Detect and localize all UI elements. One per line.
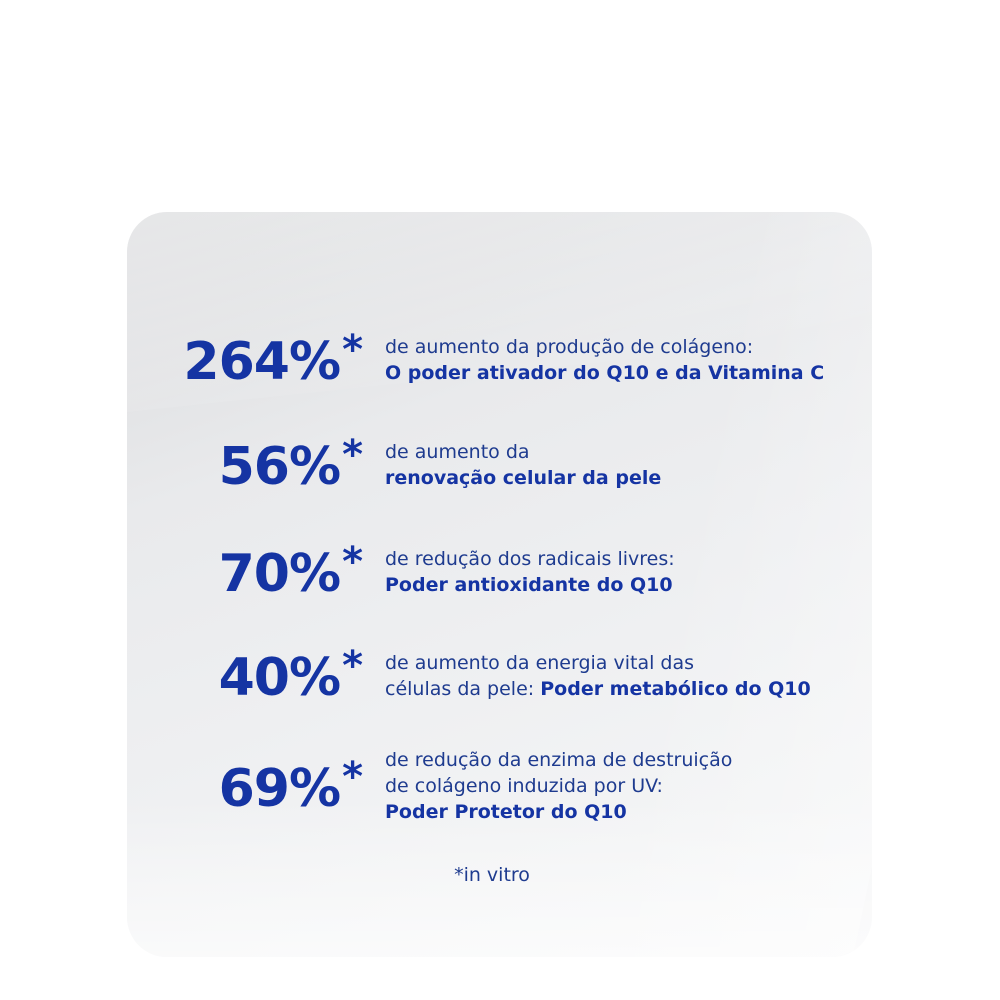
claim-value: 70%* [218,539,363,604]
claim-text: de redução dos radicais livres: Poder ant… [385,548,675,596]
claim-value: 40%* [218,643,363,708]
background-shape [127,797,872,957]
claim-text: de aumento da energia vital das células d… [385,652,811,700]
claim-text: de aumento da renovação celular da pele [385,441,662,489]
footnote: *in vitro [454,864,530,886]
claim-text: de redução da enzima de destruição de col… [385,749,733,823]
claim-value: 56%* [218,432,363,497]
claim-value: 264%* [183,327,363,392]
claim-text: de aumento da produção de colágeno: O pod… [385,336,825,384]
infographic-card: 264%* de aumento da produção de colágeno… [127,212,872,957]
claim-value: 69%* [218,754,363,819]
